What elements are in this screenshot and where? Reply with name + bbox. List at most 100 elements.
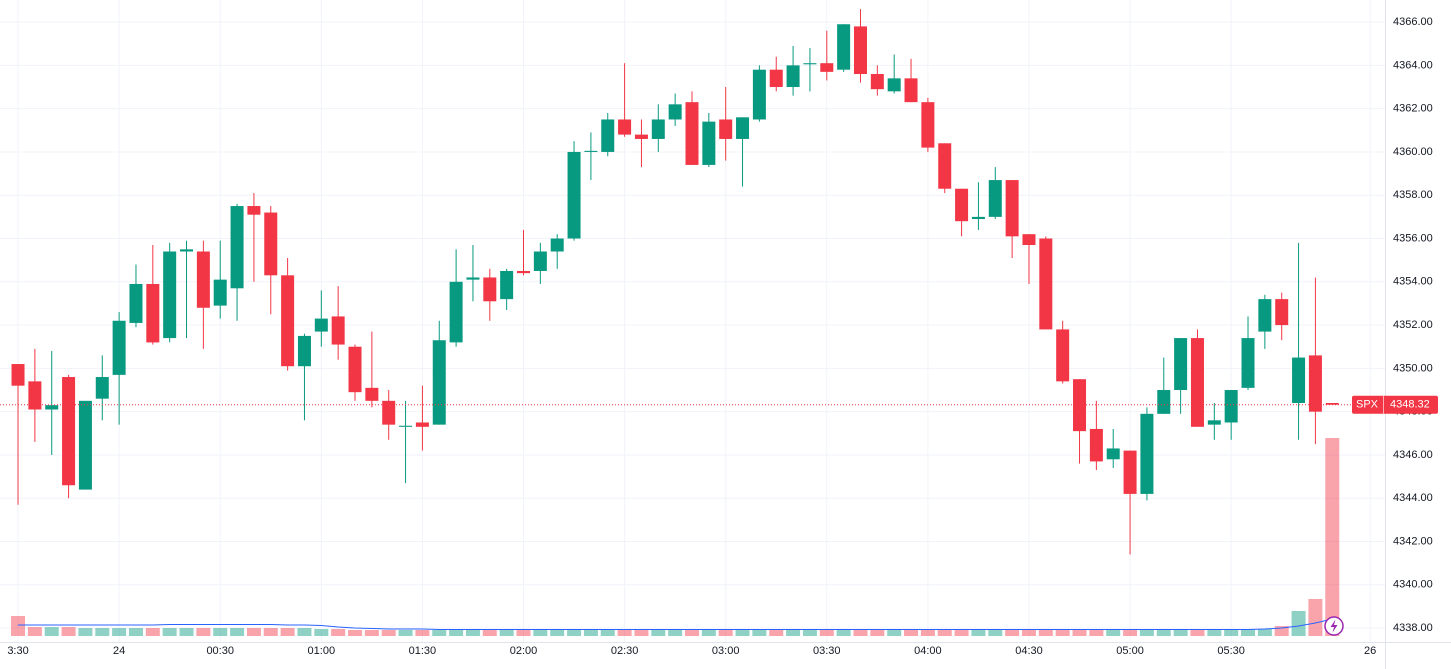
candle-body [382, 400, 396, 425]
candle-body [803, 63, 817, 65]
candle-body [95, 377, 109, 399]
candle-body [314, 318, 328, 332]
candle-body [78, 400, 92, 490]
volume-bar [449, 630, 464, 636]
x-tick-label: 02:30 [611, 645, 639, 657]
candle-body [399, 425, 413, 427]
x-tick-label: 03:30 [813, 645, 841, 657]
candle-body [651, 119, 665, 139]
volume-bar [1139, 630, 1154, 636]
volume-bar [870, 630, 885, 636]
x-tick-label: 02:00 [510, 645, 538, 657]
volume-bar [44, 627, 59, 636]
volume-bar [1257, 629, 1272, 636]
candle-body [483, 277, 497, 302]
candle-body [28, 381, 42, 410]
x-tick-label: 04:00 [914, 645, 942, 657]
volume-bar [1038, 630, 1053, 636]
volume-bar [213, 628, 228, 636]
candle-body [146, 283, 160, 343]
candle-body [719, 119, 733, 139]
volume-bar [550, 630, 565, 636]
volume-bar [314, 629, 329, 636]
volume-bar [348, 630, 363, 636]
x-tick-label: 24 [113, 645, 125, 657]
alert-icon[interactable] [1324, 616, 1344, 636]
volume-bar [27, 627, 42, 636]
volume-bar [853, 630, 868, 636]
volume-bar [701, 630, 716, 636]
candle-body [1275, 299, 1289, 326]
y-tick-label: 4362.00 [1393, 103, 1433, 115]
volume-bar [1291, 611, 1306, 636]
volume-bar [112, 628, 127, 636]
volume-bar [179, 628, 194, 636]
volume-bar [11, 616, 26, 636]
volume-bar [684, 630, 699, 636]
volume-bar [230, 628, 245, 636]
volume-bar [836, 630, 851, 636]
candle-body [904, 78, 918, 103]
volume-bar [1207, 630, 1222, 636]
y-tick-label: 4352.00 [1393, 319, 1433, 331]
volume-bar [432, 630, 447, 636]
y-tick-label: 4340.00 [1393, 579, 1433, 591]
volume-bar [1274, 626, 1289, 636]
volume-bar [802, 630, 817, 636]
candle-body [45, 405, 59, 410]
x-tick-label: 05:00 [1116, 645, 1144, 657]
y-tick-label: 4346.00 [1393, 449, 1433, 461]
candle-body [702, 121, 716, 165]
candle-body [837, 24, 851, 70]
volume-bar [971, 630, 986, 636]
candle-body [887, 78, 901, 92]
volume-bar [145, 628, 160, 636]
y-tick-label: 4366.00 [1393, 16, 1433, 28]
candle-body [618, 119, 632, 135]
last-price-label: 4348.32 [1390, 399, 1430, 411]
candle-body [634, 134, 648, 139]
candle-body [62, 377, 76, 486]
volume-ma-line [18, 618, 1333, 630]
candle-body [1089, 428, 1103, 462]
volume-bar [769, 630, 784, 636]
candle-body [820, 63, 834, 72]
volume-bar [1190, 630, 1205, 636]
volume-bar [246, 628, 261, 636]
volume-bar [482, 630, 497, 636]
candle-body [786, 65, 800, 88]
volume-bar [1173, 630, 1188, 636]
candle-body [853, 26, 867, 75]
volume-bar [583, 630, 598, 636]
candle-body [1224, 390, 1238, 423]
candle-body [348, 346, 362, 393]
candle-body [567, 151, 581, 239]
candle-body [281, 275, 295, 367]
y-tick-label: 4354.00 [1393, 276, 1433, 288]
candle-body [1039, 238, 1053, 330]
volume-bar [617, 630, 632, 636]
volume-bar [61, 627, 76, 636]
candle-body [331, 316, 345, 345]
candle-body [230, 206, 244, 289]
candle-body [1056, 329, 1070, 382]
candle-body [752, 69, 766, 120]
volume-bar [752, 630, 767, 636]
candles [0, 9, 1385, 555]
volume-bar [1308, 599, 1323, 636]
volume-bar [297, 628, 312, 636]
candle-body [1157, 390, 1171, 414]
candle-body [584, 150, 598, 152]
candle-body [1073, 379, 1087, 432]
candle-body [533, 251, 547, 271]
y-tick-label: 4338.00 [1393, 622, 1433, 634]
volume-bar [78, 628, 93, 636]
candle-body [432, 340, 446, 425]
candle-body [955, 188, 969, 222]
volume-bar [651, 630, 666, 636]
candle-body [163, 251, 177, 339]
candle-body [1005, 180, 1019, 237]
volume-bar [1123, 630, 1138, 636]
y-tick-label: 4350.00 [1393, 362, 1433, 374]
